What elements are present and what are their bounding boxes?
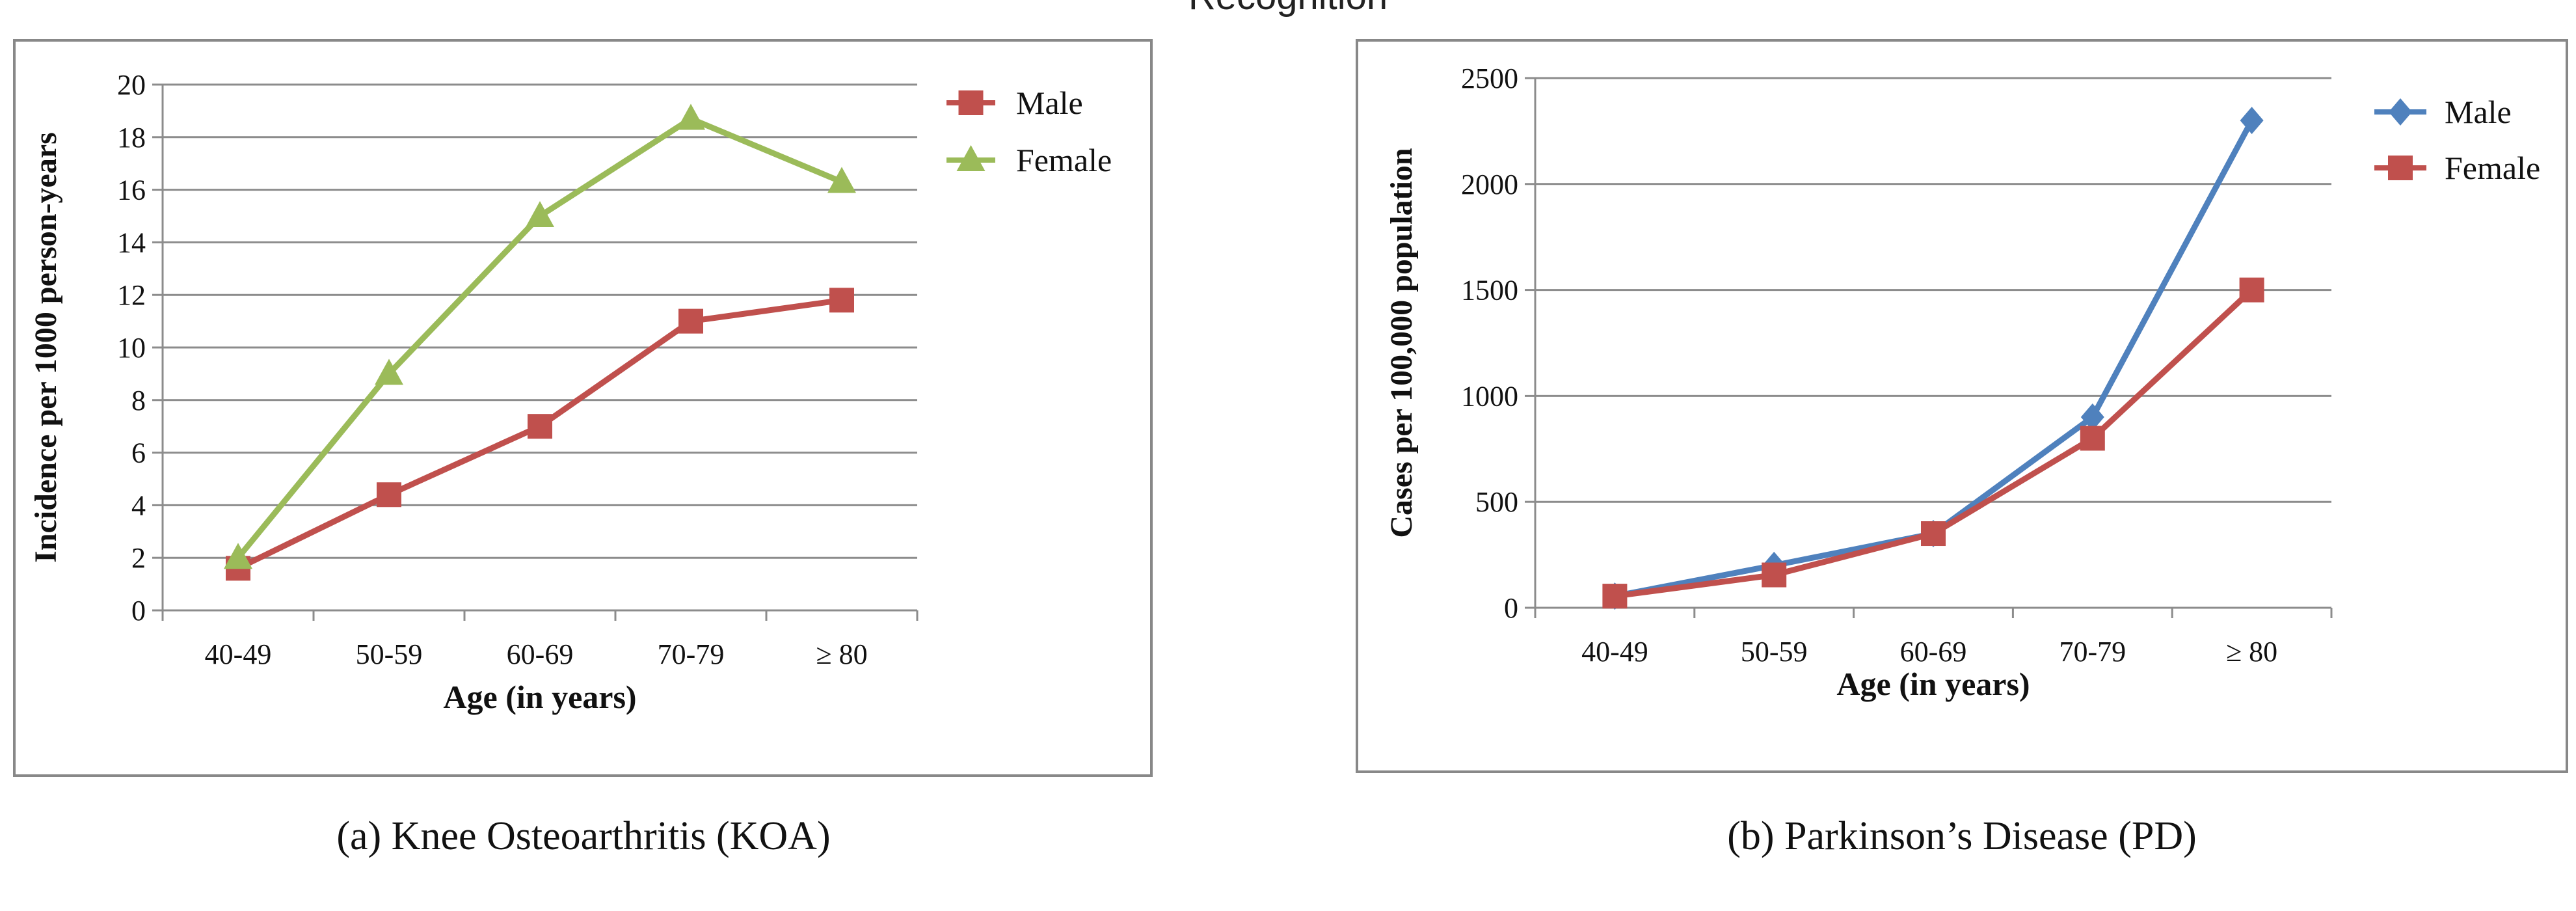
y-tick-label: 2500 — [1461, 62, 1518, 94]
chart-panel-pd: 0 500 1000 1500 2000 2500 40-49 50-59 60-69 70-79… — [1356, 39, 2568, 773]
data-point-female — [375, 359, 403, 385]
x-tick-label: ≥ 80 — [2226, 636, 2277, 668]
legend-label: Female — [2445, 150, 2540, 186]
data-point-male — [2240, 107, 2264, 135]
x-tick-label: ≥ 80 — [816, 638, 867, 670]
x-tick-label: 50-59 — [356, 638, 423, 670]
data-point-male — [829, 288, 854, 313]
y-tick-label: 8 — [131, 385, 146, 416]
chart-frame — [13, 39, 1153, 777]
y-tick-label: 4 — [131, 489, 146, 521]
data-point-female — [2080, 426, 2105, 451]
y-tick-label: 18 — [117, 122, 146, 154]
data-point-female — [1921, 521, 1946, 547]
data-point-male — [2080, 403, 2104, 431]
panel-caption-a: (a) Knee Osteoarthritis (KOA) — [336, 814, 830, 858]
data-point-female — [1762, 562, 1787, 588]
y-tick-label: 12 — [117, 279, 146, 311]
y-tick-label: 2000 — [1461, 169, 1518, 200]
legend-label: Female — [1016, 142, 1112, 178]
legend-marker — [2389, 98, 2412, 126]
legend-label: Male — [1016, 85, 1083, 121]
x-tick-label: 60-69 — [1900, 636, 1967, 668]
data-point-female — [224, 543, 252, 569]
data-point-male — [678, 308, 703, 334]
y-tick-label: 1500 — [1461, 275, 1518, 306]
y-tick-label: 16 — [117, 174, 146, 206]
data-point-male — [377, 482, 401, 508]
chart-frame — [1356, 39, 2568, 773]
data-point-male — [528, 414, 552, 439]
y-tick-label: 2 — [131, 542, 146, 574]
y-tick-label: 500 — [1475, 486, 1518, 518]
legend-label: Male — [2445, 94, 2512, 130]
y-tick-label: 0 — [131, 595, 146, 627]
x-tick-label: 40-49 — [1581, 636, 1648, 668]
y-tick-label: 14 — [117, 226, 146, 258]
x-tick-label: 60-69 — [507, 638, 574, 670]
y-tick-label: 0 — [1504, 592, 1518, 624]
y-axis-title: Cases per 100,000 population — [1384, 148, 1419, 537]
y-tick-label: 10 — [117, 332, 146, 364]
panel-caption-b: (b) Parkinson’s Disease (PD) — [1727, 814, 2197, 858]
x-tick-label: 40-49 — [205, 638, 272, 670]
series-line-female — [1614, 288, 2254, 599]
data-point-female — [2239, 277, 2264, 303]
data-point-female — [827, 167, 856, 193]
series-line-female — [235, 116, 843, 560]
y-axis-title: Incidence per 1000 person-years — [29, 132, 63, 563]
y-tick-label: 1000 — [1461, 380, 1518, 412]
data-point-female — [526, 201, 554, 227]
y-tick-label: 6 — [131, 437, 146, 469]
x-axis-title: Age (in years) — [443, 679, 636, 715]
x-tick-label: 50-59 — [1741, 636, 1808, 668]
x-tick-label: 70-79 — [2059, 636, 2126, 668]
legend-marker — [958, 90, 984, 115]
legend-marker — [2388, 156, 2413, 180]
x-axis-title: Age (in years) — [1836, 666, 2030, 702]
data-point-female — [1602, 584, 1628, 609]
legend-marker — [956, 145, 986, 171]
y-tick-label: 20 — [117, 69, 146, 101]
data-point-female — [677, 103, 705, 130]
figure-title: Recognition — [1188, 0, 1388, 18]
chart-panel-koa: 0 2 4 6 8 10 12 14 16 18 20 40-49 50-59 60-69 70-79 ≥ 8… — [13, 39, 1153, 777]
x-tick-label: 70-79 — [658, 638, 725, 670]
